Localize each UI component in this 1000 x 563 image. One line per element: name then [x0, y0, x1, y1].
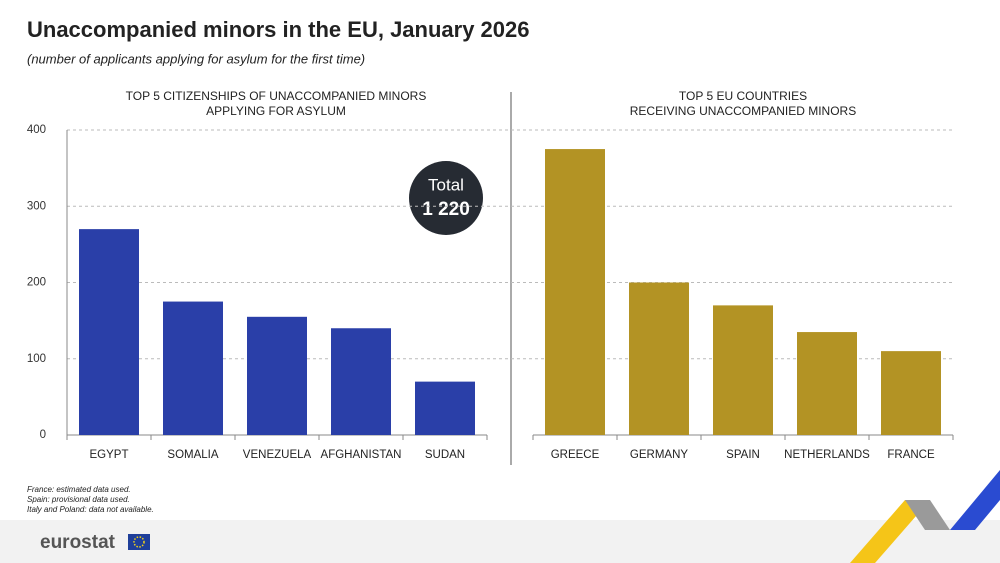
footnote: Spain: provisional data used. — [27, 495, 130, 504]
bar — [415, 381, 475, 435]
panel-title: TOP 5 EU COUNTRIES — [679, 89, 807, 103]
x-tick-label: SUDAN — [425, 449, 465, 461]
decor — [905, 500, 950, 530]
panel-title: RECEIVING UNACCOMPANIED MINORS — [630, 104, 856, 118]
x-tick-label: EGYPT — [90, 449, 129, 461]
x-tick-label: GREECE — [551, 449, 600, 461]
x-tick-label: FRANCE — [887, 449, 935, 461]
logo: eurostat — [40, 532, 116, 553]
bar — [79, 229, 139, 435]
bar — [881, 351, 941, 435]
bar — [629, 282, 689, 435]
footnote: Italy and Poland: data not available. — [27, 505, 154, 514]
y-tick-label: 100 — [27, 353, 46, 365]
eu-flag — [128, 534, 150, 550]
decor — [925, 470, 1000, 530]
x-tick-label: NETHERLANDS — [784, 449, 870, 461]
panel-title: TOP 5 CITIZENSHIPS OF UNACCOMPANIED MINO… — [126, 89, 427, 103]
bar — [797, 332, 857, 435]
bar — [163, 301, 223, 435]
footer-band — [0, 520, 1000, 563]
x-tick-label: SPAIN — [726, 449, 760, 461]
chart-subtitle: (number of applicants applying for asylu… — [27, 51, 365, 66]
panel-title: APPLYING FOR ASYLUM — [206, 104, 346, 118]
bar — [331, 328, 391, 435]
eu-stars — [133, 536, 145, 548]
x-tick-label: SOMALIA — [167, 449, 218, 461]
decor — [850, 500, 930, 563]
x-tick-label: VENEZUELA — [243, 449, 312, 461]
total-label: Total — [428, 175, 464, 194]
footnote: France: estimated data used. — [27, 485, 131, 494]
y-tick-label: 200 — [27, 277, 46, 289]
chart-title: Unaccompanied minors in the EU, January … — [27, 17, 530, 42]
x-tick-label: GERMANY — [630, 449, 688, 461]
bar — [247, 316, 307, 435]
bar — [713, 305, 773, 435]
x-tick-label: AFGHANISTAN — [321, 449, 402, 461]
y-tick-label: 0 — [40, 429, 46, 441]
y-tick-label: 400 — [27, 124, 46, 136]
total-value: 1 220 — [422, 199, 470, 220]
y-tick-label: 300 — [27, 200, 46, 212]
bar — [545, 149, 605, 435]
total-badge — [409, 161, 483, 235]
